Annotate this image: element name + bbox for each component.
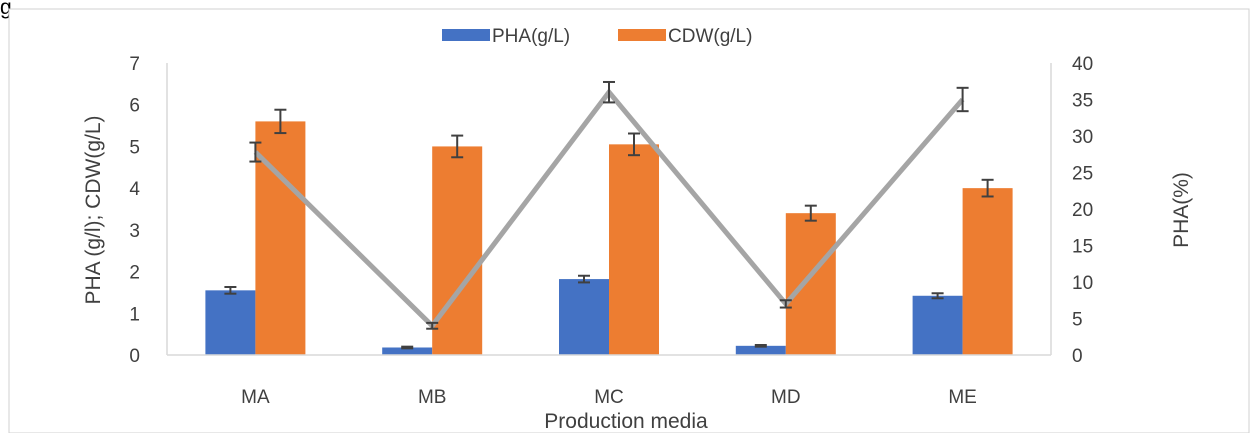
bar-cdw bbox=[785, 213, 836, 355]
bar-error bbox=[451, 134, 464, 159]
x-axis-title: Production media bbox=[544, 410, 708, 433]
line-error bbox=[426, 321, 439, 330]
bar-pha bbox=[205, 290, 256, 355]
x-tick-label: MA bbox=[241, 387, 270, 408]
y-tick-label: 2 bbox=[129, 263, 140, 284]
y2-tick-label: 15 bbox=[1072, 237, 1093, 258]
y2-tick-label: 0 bbox=[1072, 346, 1083, 367]
y2-tick-label: 5 bbox=[1072, 310, 1083, 331]
y2-tick-label: 35 bbox=[1072, 91, 1093, 112]
x-tick-label: ME bbox=[948, 387, 977, 408]
legend-swatch-cdw bbox=[618, 29, 666, 41]
y2-tick-label: 25 bbox=[1072, 164, 1093, 185]
bar-cdw bbox=[432, 146, 483, 355]
y2-tick-label: 30 bbox=[1072, 127, 1093, 148]
bar-cdw bbox=[962, 188, 1013, 355]
corner-label: g bbox=[0, 0, 12, 19]
y-tick-label: 4 bbox=[129, 179, 140, 200]
bar-pha bbox=[382, 347, 433, 355]
bar-pha bbox=[735, 345, 786, 355]
y-axis-title: PHA (g/l); CDW(g/L) bbox=[82, 115, 105, 304]
bar-pha bbox=[912, 295, 963, 355]
legend-label-cdw: CDW(g/L) bbox=[668, 26, 752, 47]
bar-error bbox=[628, 132, 640, 157]
bar-error bbox=[578, 274, 590, 284]
y-tick-label: 6 bbox=[129, 96, 140, 117]
x-tick-label: MB bbox=[418, 387, 447, 408]
y-tick-label: 5 bbox=[129, 137, 140, 158]
y2-axis-title: PHA(%) bbox=[1170, 172, 1193, 248]
y-tick-label: 1 bbox=[129, 304, 140, 325]
y2-tick-label: 10 bbox=[1072, 273, 1093, 294]
y2-tick-label: 20 bbox=[1072, 200, 1093, 221]
y-tick-label: 3 bbox=[129, 221, 140, 242]
bar-error bbox=[274, 108, 287, 135]
line-error bbox=[956, 86, 969, 113]
x-tick-label: MC bbox=[594, 387, 624, 408]
bar-error bbox=[754, 343, 767, 348]
x-tick-label: MD bbox=[771, 387, 801, 408]
y-tick-label: 0 bbox=[129, 346, 140, 367]
line-error bbox=[779, 299, 792, 309]
legend-swatch-pha bbox=[442, 29, 490, 41]
line-error bbox=[249, 141, 262, 163]
bar-error bbox=[931, 292, 944, 300]
y2-tick-label: 40 bbox=[1072, 54, 1093, 75]
bar-error bbox=[224, 286, 237, 295]
line-error bbox=[603, 80, 615, 104]
legend-label-pha: PHA(g/L) bbox=[492, 26, 570, 47]
bar-cdw bbox=[609, 144, 659, 355]
bar-error bbox=[981, 178, 994, 198]
bar-error bbox=[804, 204, 817, 222]
bar-pha bbox=[559, 279, 609, 355]
y-tick-label: 7 bbox=[129, 54, 140, 75]
bar-error bbox=[401, 345, 414, 350]
